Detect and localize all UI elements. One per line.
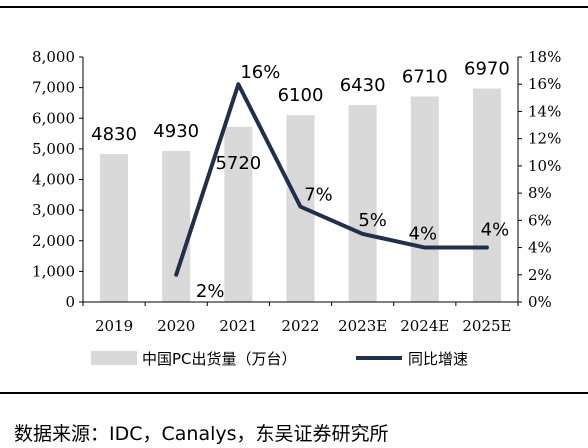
bottom-rule <box>0 392 588 394</box>
line-data-label: 4% <box>481 220 510 241</box>
growth-line <box>174 82 489 277</box>
legend-swatch-bar <box>91 351 137 365</box>
y-right-tick-label: 6% <box>528 211 552 229</box>
y-right-tick-label: 18% <box>528 48 561 66</box>
y-left-tick-label: 1,000 <box>32 262 75 280</box>
source-note: 数据来源：IDC，Canalys，东吴证券研究所 <box>14 423 389 445</box>
x-tick-label: 2023E <box>338 317 387 335</box>
line-data-label: 5% <box>358 210 387 231</box>
y-right-tick-label: 10% <box>528 157 561 175</box>
legend-label-line: 同比增速 <box>408 350 468 368</box>
x-tick-label: 2021 <box>219 317 257 335</box>
bar-2019 <box>100 154 129 302</box>
y-right-tick-label: 12% <box>528 130 561 148</box>
bar-2020 <box>162 151 191 302</box>
bar-data-label: 6100 <box>278 85 324 106</box>
bar-data-label: 4830 <box>91 124 137 145</box>
x-tick-label: 2022 <box>281 317 319 335</box>
bar-2023E <box>348 105 377 302</box>
legend-label-bar: 中国PC出货量（万台） <box>142 350 297 368</box>
y-left-tick-label: 8,000 <box>32 48 75 66</box>
y-left-tick-label: 5,000 <box>32 140 75 158</box>
bar-data-label: 6430 <box>340 75 386 96</box>
bar-2021 <box>224 126 253 302</box>
top-rule <box>0 6 588 8</box>
bar-2025E <box>472 88 501 302</box>
y-right-tick-label: 16% <box>528 75 561 93</box>
y-right-tick-label: 14% <box>528 102 561 120</box>
y-right-tick-label: 2% <box>528 266 552 284</box>
bar-2024E <box>410 96 439 302</box>
chart: 0 1,000 2,000 3,000 4,000 5,000 6,000 7,000 8,00… <box>32 48 561 368</box>
line-data-label: 2% <box>196 281 225 302</box>
y-left-tick-label: 7,000 <box>32 79 75 97</box>
bar-data-label: 5720 <box>215 153 261 174</box>
bar-data-label: 4930 <box>153 121 199 142</box>
line-data-label: 16% <box>240 62 280 83</box>
y-left-tick-label: 2,000 <box>32 232 75 250</box>
x-tick-label: 2024E <box>400 317 449 335</box>
line-data-label: 7% <box>304 185 333 206</box>
y-left-tick-label: 4,000 <box>32 171 75 189</box>
y-right-tick-label: 0% <box>528 293 552 311</box>
x-tick-label: 2025E <box>462 317 511 335</box>
y-right-tick-label: 4% <box>528 239 552 257</box>
bar-data-label: 6970 <box>464 59 510 80</box>
y-left-tick-label: 3,000 <box>32 201 75 219</box>
y-right-tick-label: 8% <box>528 184 552 202</box>
x-tick-label: 2019 <box>95 317 133 335</box>
y-left-tick-label: 0 <box>65 293 75 311</box>
line-data-label: 4% <box>409 224 438 245</box>
x-tick-label: 2020 <box>157 317 195 335</box>
y-left-tick-label: 6,000 <box>32 109 75 127</box>
bar-data-label: 6710 <box>402 67 448 88</box>
